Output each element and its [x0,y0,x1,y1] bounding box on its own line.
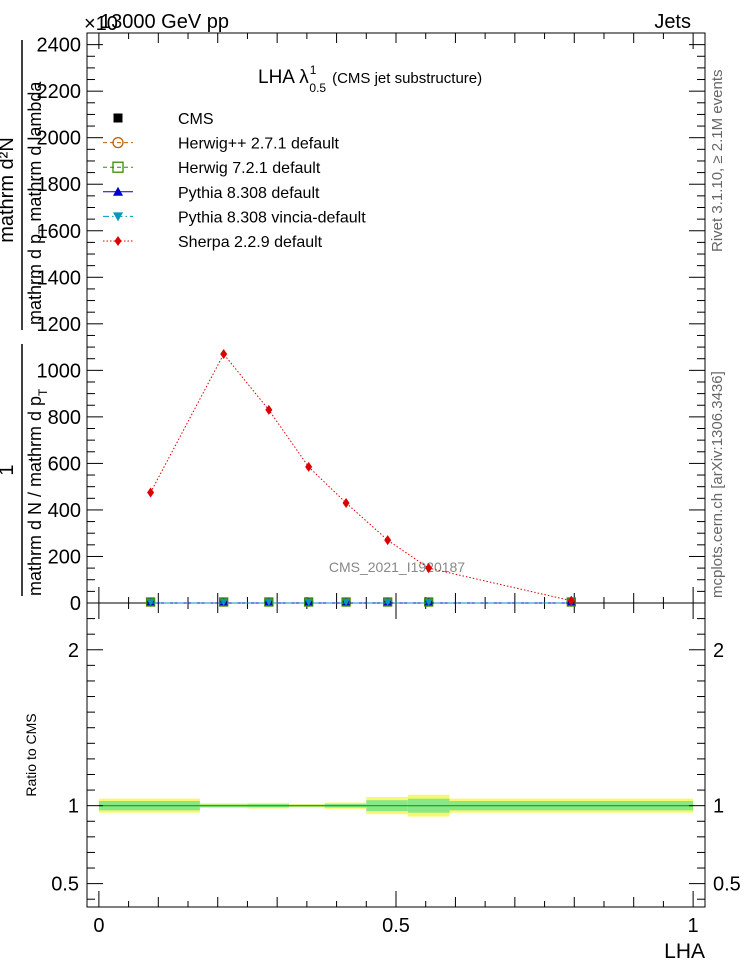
y-tick-label: 200 [48,546,81,568]
rivet-version-label: Rivet 3.1.10, ≥ 2.1M events [709,70,726,253]
legend-label: CMS [178,111,214,128]
legend-label: Pythia 8.308 default [178,185,320,202]
data-point [383,598,392,606]
series-line [150,353,572,602]
ratio-tick-label-right: 2 [713,640,724,662]
header-collision-label: 13000 GeV pp [100,11,229,33]
legend-label: Sherpa 2.2.9 default [178,234,323,251]
legend-marker [112,161,124,173]
header-category-label: Jets [654,11,691,33]
y-tick-label: 600 [48,453,81,475]
legend: CMS Herwig++ 2.7.1 default Herwig 7.2.1 de… [103,111,366,251]
analysis-label: CMS_2021_I1920187 [329,559,465,575]
y-tick-label: 2000 [37,128,82,150]
y-tick-label: 1200 [37,314,82,336]
y-tick-label: 1000 [37,360,82,382]
ratio-tick-label: 1 [68,796,79,818]
header-exponent: ×10 [84,13,118,35]
data-point [567,595,575,606]
y-tick-label: 2400 [37,35,82,57]
data-point [342,497,350,508]
ratio-tick-label: 0.5 [51,874,79,896]
data-point [220,349,228,360]
data-point [425,563,433,574]
y-tick-label: 2200 [37,81,82,103]
y-axis-label-den1: mathrm d N / mathrm d pT [25,388,50,596]
y-axis-label-num2: mathrm d²N [0,137,18,243]
data-point [264,598,273,606]
ratio-y-axis-label: Ratio to CMS [23,713,39,796]
data-point [146,598,155,606]
main-axis-ticks: 0 200 400 600 800 1000 1200 1400 1600 1800 2000 220… [37,32,705,615]
legend-label: Herwig 7.2.1 default [178,160,321,177]
ratio-tick-label-right: 1 [713,796,724,818]
ratio-tick-label: 2 [68,640,79,662]
data-point [424,598,433,606]
legend-marker [113,186,123,196]
mcplots-label: mcplots.cern.ch [arXiv:1306.3436] [709,371,726,598]
y-axis-label: 1 mathrm d N / mathrm d pT mathrm d²N ma… [0,40,50,596]
y-tick-label: 0 [70,593,81,615]
legend-marker [113,212,123,222]
data-point [304,598,313,606]
data-point [384,535,392,546]
legend-label: Herwig++ 2.7.1 default [178,136,340,153]
y-tick-label: 800 [48,407,81,429]
y-tick-label: 1800 [37,174,82,196]
legend-marker [113,113,123,123]
legend-marker [114,236,122,246]
y-tick-label: 400 [48,500,81,522]
y-tick-label: 1400 [37,267,82,289]
ratio-axis-ticks: 0.5 0.5 1 1 2 2 0 0.5 1 [51,603,741,937]
data-point [147,487,155,498]
data-point [219,598,228,606]
data-point [342,598,351,606]
y-axis-label-den2: mathrm d pT mathrm d lambda [25,81,50,325]
x-axis-label: LHA [664,940,705,963]
legend-marker [112,136,124,149]
x-tick-label: 1 [688,915,699,937]
x-tick-label: 0.5 [382,915,410,937]
series-layer [145,349,576,607]
x-tick-label: 0 [93,915,104,937]
data-point [265,404,273,415]
ratio-plot-frame [86,602,706,908]
y-axis-label-num1: 1 [0,464,18,475]
ratio-tick-label-right: 0.5 [713,874,741,896]
y-tick-label: 1600 [37,221,82,243]
chart-title: LHA λ1 0.5(CMS jet substructure) [258,63,482,95]
data-point [305,461,313,472]
legend-label: Pythia 8.308 vincia-default [178,209,366,226]
